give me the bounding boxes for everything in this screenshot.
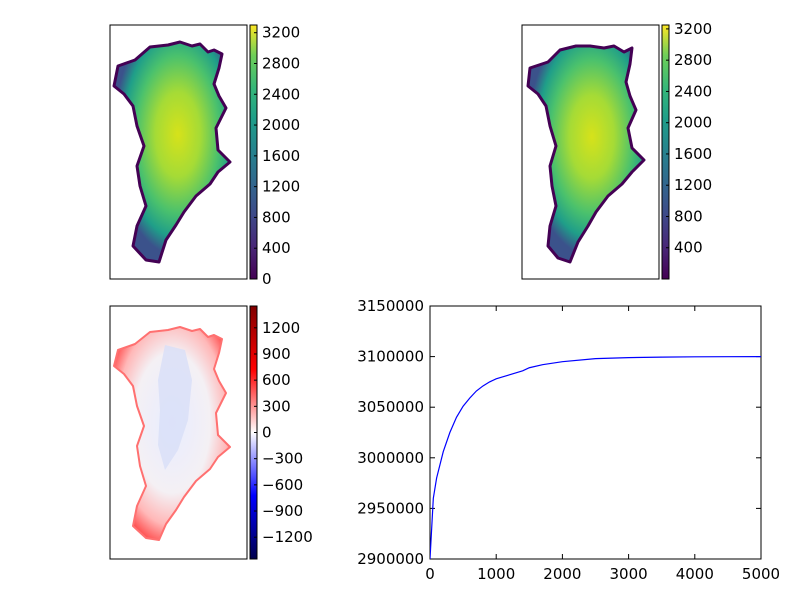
y-tick-label: 3000000 [357, 449, 424, 467]
colorbar-ticks: 0 400 800 1200 1600 2000 2400 2800 3200 [254, 24, 300, 288]
panel-elevation-modeled: 400 800 1200 1600 2000 2400 2800 3200 [521, 20, 712, 280]
panel-difference: 1200 900 600 300 0 −300 −600 −900 −1200 [109, 305, 313, 560]
colorbar-tick-label: 800 [674, 207, 703, 225]
y-tick-label: 3100000 [357, 348, 424, 366]
colorbar [661, 24, 670, 280]
colorbar [249, 24, 258, 280]
colorbar-tick-label: −300 [262, 450, 303, 468]
colorbar-tick-label: 0 [262, 270, 272, 288]
interior-negative-region [158, 345, 192, 470]
colorbar-tick-label: 2000 [262, 116, 300, 134]
x-tick-label: 1000 [477, 565, 515, 583]
colorbar-tick-label: 2800 [262, 54, 300, 72]
x-tick-label: 0 [425, 565, 435, 583]
y-tick-label: 3150000 [357, 297, 424, 315]
colorbar-ticks: 400 800 1200 1600 2000 2400 2800 3200 [666, 20, 712, 257]
colorbar-tick-label: 300 [262, 397, 291, 415]
x-tick-label: 4000 [676, 565, 714, 583]
colorbar-tick-label: 1200 [674, 176, 712, 194]
x-tick-label: 2000 [543, 565, 581, 583]
colorbar-tick-label: 2400 [262, 85, 300, 103]
colorbar-tick-label: −1200 [262, 528, 313, 546]
colorbar-tick-label: 2400 [674, 82, 712, 100]
colorbar-tick-label: 3200 [674, 20, 712, 38]
colorbar-tick-label: 1200 [262, 319, 300, 337]
x-tick-label: 5000 [742, 565, 780, 583]
x-tick-label: 3000 [610, 565, 648, 583]
y-tick-label: 2900000 [357, 550, 424, 568]
colorbar-tick-label: 400 [674, 239, 703, 257]
colorbar-tick-label: 800 [262, 208, 291, 226]
greenland-map [112, 40, 232, 264]
axes-frame [429, 305, 762, 560]
colorbar-tick-label: 3200 [262, 24, 300, 42]
colorbar-tick-label: −900 [262, 502, 303, 520]
series-line [430, 356, 761, 559]
colorbar-tick-label: 2800 [674, 51, 712, 69]
colorbar-tick-label: 1600 [674, 145, 712, 163]
panel-line-chart: 0 1000 2000 3000 4000 5000 2900000 2950000 3000… [357, 297, 780, 583]
y-tick-label: 3050000 [357, 398, 424, 416]
colorbar-tick-label: 600 [262, 371, 291, 389]
colorbar-tick-label: 0 [262, 424, 272, 442]
panel-elevation-observed: 0 400 800 1200 1600 2000 2400 2800 3200 [109, 24, 300, 288]
y-axis-ticks: 2900000 2950000 3000000 3050000 3100000 31500… [357, 297, 761, 568]
colorbar-tick-label: 1600 [262, 147, 300, 165]
colorbar-ticks: 1200 900 600 300 0 −300 −600 −900 −1200 [254, 319, 313, 546]
colorbar-tick-label: 1200 [262, 178, 300, 196]
colorbar-tick-label: 900 [262, 345, 291, 363]
colorbar-tick-label: −600 [262, 476, 303, 494]
greenland-map [526, 44, 646, 264]
x-axis-ticks: 0 1000 2000 3000 4000 5000 [425, 306, 780, 583]
y-tick-label: 2950000 [357, 499, 424, 517]
colorbar-tick-label: 2000 [674, 114, 712, 132]
colorbar-tick-label: 400 [262, 239, 291, 257]
